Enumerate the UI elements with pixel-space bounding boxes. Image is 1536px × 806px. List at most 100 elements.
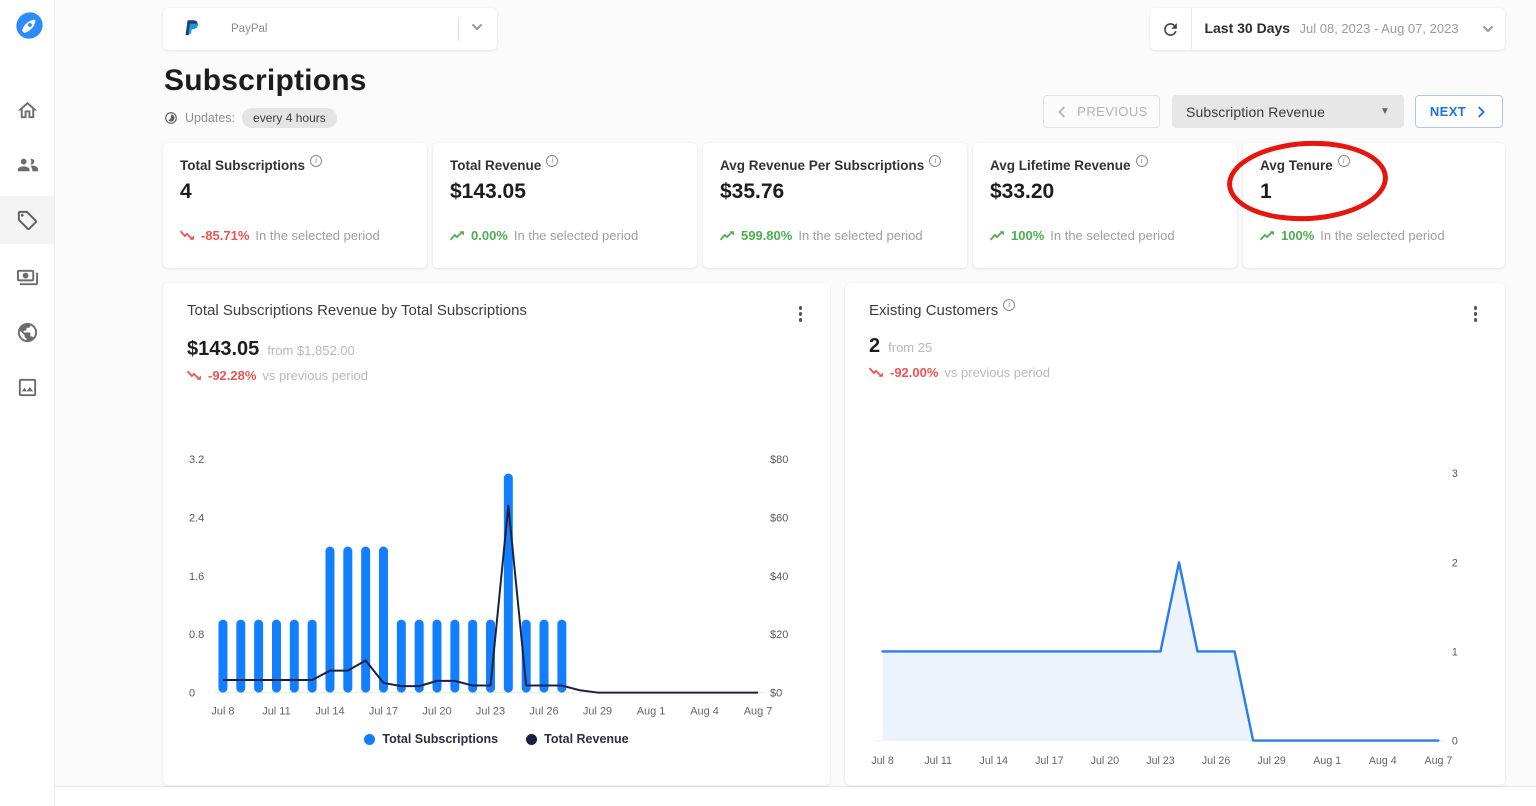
sidebar-item-payments[interactable] xyxy=(0,253,54,301)
info-icon[interactable]: i xyxy=(310,155,322,167)
kebab-menu-icon[interactable] xyxy=(1470,302,1482,326)
refresh-icon xyxy=(1161,20,1180,39)
kpi-value: 4 xyxy=(180,180,410,204)
svg-text:Jul 14: Jul 14 xyxy=(315,705,344,717)
updates-info: Updates: every 4 hours xyxy=(164,108,337,128)
svg-text:Aug 7: Aug 7 xyxy=(744,705,773,717)
chart-title-text: Existing Customers xyxy=(869,302,998,319)
people-icon xyxy=(16,154,39,177)
chevron-right-icon xyxy=(1474,105,1488,119)
trend-note: vs previous period xyxy=(262,368,368,383)
previous-label: PREVIOUS xyxy=(1077,104,1147,119)
svg-text:$40: $40 xyxy=(770,570,788,582)
svg-text:1: 1 xyxy=(1452,646,1458,658)
kpi-trend: 100% In the selected period xyxy=(990,228,1220,243)
chart-trend: -92.00% vs previous period xyxy=(869,365,1481,380)
kpi-trend: 100% In the selected period xyxy=(1260,228,1488,243)
tag-icon xyxy=(16,209,39,232)
svg-text:Aug 4: Aug 4 xyxy=(690,705,719,717)
info-icon[interactable]: i xyxy=(546,155,558,167)
svg-text:Jul 26: Jul 26 xyxy=(529,705,558,717)
next-metric-button[interactable]: NEXT xyxy=(1415,95,1503,128)
svg-text:Jul 23: Jul 23 xyxy=(1146,754,1174,766)
rocket-logo-icon xyxy=(12,11,44,43)
daterange-button[interactable]: Last 30 Days Jul 08, 2023 - Aug 07, 2023 xyxy=(1192,20,1471,38)
svg-text:Jul 26: Jul 26 xyxy=(1202,754,1230,766)
combo-chart: 00.81.62.43.2$0$20$40$60$80Jul 8Jul 11Ju… xyxy=(187,433,806,747)
chart-legend: Total SubscriptionsTotal Revenue xyxy=(187,732,806,746)
subscriptions-dashboard: PayPal Last 30 Days Jul 08, 2023 - Aug 0… xyxy=(0,0,1536,806)
svg-text:Aug 1: Aug 1 xyxy=(1313,754,1341,766)
chevron-down-icon[interactable] xyxy=(1471,21,1505,37)
kpi-title: Total Subscriptions xyxy=(180,158,305,173)
app-logo[interactable] xyxy=(12,11,44,43)
svg-text:Jul 20: Jul 20 xyxy=(1091,754,1119,766)
svg-text:0: 0 xyxy=(189,687,195,699)
chevron-left-icon xyxy=(1055,105,1069,119)
info-icon[interactable]: i xyxy=(929,155,941,167)
chart-title: Total Subscriptions Revenue by Total Sub… xyxy=(187,302,527,319)
trend-note: In the selected period xyxy=(255,228,379,243)
daterange-control: Last 30 Days Jul 08, 2023 - Aug 07, 2023 xyxy=(1150,8,1505,50)
svg-text:2: 2 xyxy=(1452,557,1458,569)
chart-compare: from 25 xyxy=(888,340,932,355)
trend-icon xyxy=(720,229,735,242)
sidebar-item-subscriptions[interactable] xyxy=(0,196,54,244)
sidebar-item-media[interactable] xyxy=(0,363,54,411)
svg-text:$20: $20 xyxy=(770,629,788,641)
refresh-button[interactable] xyxy=(1150,8,1192,50)
data-source-selector[interactable]: PayPal xyxy=(163,8,497,50)
update-frequency-icon xyxy=(164,111,178,125)
svg-text:$0: $0 xyxy=(770,687,782,699)
kpi-title: Avg Revenue Per Subscriptions xyxy=(720,158,924,173)
svg-text:3: 3 xyxy=(1452,468,1458,480)
info-icon[interactable]: i xyxy=(1136,155,1148,167)
sidebar-item-web[interactable] xyxy=(0,308,54,356)
sidebar-item-customers[interactable] xyxy=(0,141,54,189)
trend-icon xyxy=(187,369,202,382)
svg-text:Jul 17: Jul 17 xyxy=(1035,754,1063,766)
chevron-down-icon[interactable] xyxy=(469,19,485,40)
trend-note: In the selected period xyxy=(514,228,638,243)
source-name: PayPal xyxy=(231,23,458,35)
trend-note: In the selected period xyxy=(798,228,922,243)
trend-icon xyxy=(990,229,1005,242)
info-icon[interactable]: i xyxy=(1003,299,1015,311)
svg-text:Jul 29: Jul 29 xyxy=(1257,754,1285,766)
svg-text:Aug 7: Aug 7 xyxy=(1424,754,1452,766)
trend-percent: 599.80% xyxy=(741,228,792,243)
metric-selector-dropdown[interactable]: Subscription Revenue ▼ xyxy=(1172,95,1404,128)
divider xyxy=(458,17,459,41)
chart-value: 2 xyxy=(869,335,880,358)
kpi-title: Total Revenue xyxy=(450,158,541,173)
trend-icon xyxy=(180,229,195,242)
sidebar-item-home[interactable] xyxy=(0,86,54,134)
info-icon[interactable]: i xyxy=(1338,155,1350,167)
svg-text:Jul 23: Jul 23 xyxy=(476,705,505,717)
trend-icon xyxy=(1260,229,1275,242)
svg-text:Aug 1: Aug 1 xyxy=(637,705,666,717)
page-title: Subscriptions xyxy=(164,64,367,98)
metric-selector-value: Subscription Revenue xyxy=(1186,104,1325,120)
updates-label: Updates: xyxy=(185,111,235,125)
image-icon xyxy=(16,376,39,399)
previous-metric-button[interactable]: PREVIOUS xyxy=(1043,95,1160,128)
chart-title: Existing Customers i xyxy=(869,302,1015,319)
caret-down-icon: ▼ xyxy=(1380,106,1390,117)
trend-icon xyxy=(869,366,884,379)
trend-percent: 100% xyxy=(1011,228,1044,243)
daterange-dates: Jul 08, 2023 - Aug 07, 2023 xyxy=(1300,21,1459,36)
svg-text:$80: $80 xyxy=(770,453,788,465)
kpi-card-avg-tenure: Avg Tenurei 1 100% In the selected perio… xyxy=(1243,143,1505,268)
kpi-card-total-subscriptions: Total Subscriptionsi 4 -85.71% In the se… xyxy=(163,143,427,268)
svg-text:1.6: 1.6 xyxy=(189,570,204,582)
area-chart-svg: 0123Jul 8Jul 11Jul 14Jul 17Jul 20Jul 23J… xyxy=(869,452,1481,773)
svg-text:Jul 8: Jul 8 xyxy=(871,754,894,766)
kebab-menu-icon[interactable] xyxy=(795,302,807,326)
daterange-preset: Last 30 Days xyxy=(1204,20,1290,36)
trend-percent: -92.00% xyxy=(890,365,938,380)
globe-icon xyxy=(16,321,39,344)
trend-percent: 100% xyxy=(1281,228,1314,243)
kpi-value: $143.05 xyxy=(450,180,680,204)
update-frequency-badge: every 4 hours xyxy=(242,108,337,128)
